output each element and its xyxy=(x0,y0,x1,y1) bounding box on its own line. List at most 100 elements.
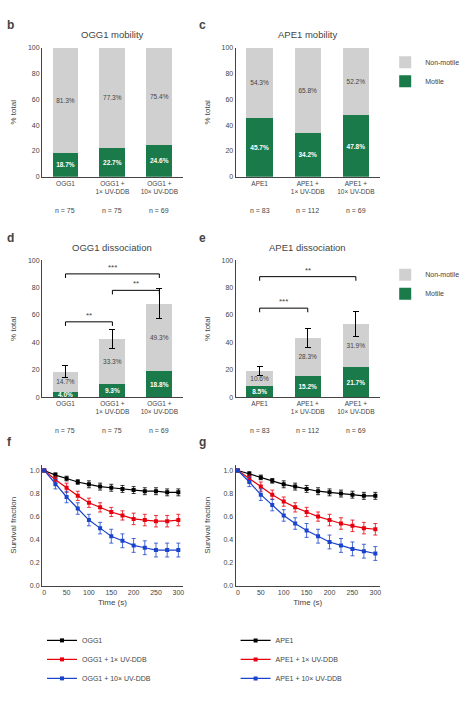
svg-text:47.8%: 47.8% xyxy=(347,143,366,150)
svg-text:75.4%: 75.4% xyxy=(150,93,169,100)
svg-text:40: 40 xyxy=(32,339,40,346)
svg-text:80: 80 xyxy=(32,70,40,77)
svg-text:0.6: 0.6 xyxy=(30,513,40,520)
svg-text:0.2: 0.2 xyxy=(223,559,233,566)
svg-text:200: 200 xyxy=(324,589,336,596)
svg-text:e: e xyxy=(199,231,206,245)
svg-text:100: 100 xyxy=(222,257,234,264)
svg-text:APE1 +1× UV-DDB: APE1 +1× UV-DDB xyxy=(291,180,325,195)
svg-text:APE1 dissociation: APE1 dissociation xyxy=(269,242,346,253)
svg-text:APE1 +10× UV-DDB: APE1 +10× UV-DDB xyxy=(337,180,374,195)
svg-text:OGG1 +10× UV-DDB: OGG1 +10× UV-DDB xyxy=(141,400,178,415)
svg-text:APE1: APE1 xyxy=(251,180,268,187)
svg-text:40: 40 xyxy=(32,122,40,129)
svg-text:21.7%: 21.7% xyxy=(347,379,366,386)
svg-text:% total: % total xyxy=(9,100,18,125)
svg-text:0.8: 0.8 xyxy=(30,490,40,497)
svg-text:0: 0 xyxy=(42,589,46,596)
svg-text:100: 100 xyxy=(28,44,40,51)
svg-text:4.0%: 4.0% xyxy=(58,391,73,398)
svg-text:n = 83: n = 83 xyxy=(250,427,270,434)
svg-text:60: 60 xyxy=(225,96,233,103)
svg-text:OGG1: OGG1 xyxy=(82,637,102,644)
svg-text:g: g xyxy=(199,435,206,449)
svg-text:OGG1 dissociation: OGG1 dissociation xyxy=(72,242,152,253)
svg-text:n = 83: n = 83 xyxy=(250,207,270,214)
svg-text:% total: % total xyxy=(203,316,212,341)
svg-text:c: c xyxy=(199,18,206,32)
svg-text:60: 60 xyxy=(32,96,40,103)
svg-text:49.3%: 49.3% xyxy=(150,334,169,341)
svg-text:100: 100 xyxy=(28,257,40,264)
svg-text:31.9%: 31.9% xyxy=(347,342,366,349)
svg-text:n = 112: n = 112 xyxy=(296,207,319,214)
svg-text:60: 60 xyxy=(225,311,233,318)
svg-text:Non-motile: Non-motile xyxy=(425,59,459,66)
svg-text:20: 20 xyxy=(32,147,40,154)
svg-text:Survival fraction: Survival fraction xyxy=(203,497,212,554)
svg-text:n = 75: n = 75 xyxy=(55,207,75,214)
svg-text:OGG1 +1× UV-DDB: OGG1 +1× UV-DDB xyxy=(96,400,130,415)
svg-text:APE1 +1× UV-DDB: APE1 +1× UV-DDB xyxy=(291,400,325,415)
svg-text:***: *** xyxy=(279,297,288,306)
svg-text:34.2%: 34.2% xyxy=(298,151,317,158)
svg-text:0: 0 xyxy=(36,394,40,401)
svg-text:0: 0 xyxy=(36,173,40,180)
svg-text:APE1 mobility: APE1 mobility xyxy=(278,29,337,40)
svg-text:0: 0 xyxy=(229,173,233,180)
svg-text:150: 150 xyxy=(301,589,313,596)
svg-text:1.0: 1.0 xyxy=(223,467,233,474)
svg-text:APE1: APE1 xyxy=(276,637,294,644)
svg-text:300: 300 xyxy=(172,589,184,596)
svg-text:50: 50 xyxy=(63,589,71,596)
svg-text:Survival fraction: Survival fraction xyxy=(9,497,18,554)
svg-text:OGG1 +10× UV-DDB: OGG1 +10× UV-DDB xyxy=(141,180,178,195)
svg-text:Time (s): Time (s) xyxy=(293,598,322,607)
svg-text:1.0: 1.0 xyxy=(30,467,40,474)
svg-text:d: d xyxy=(7,231,14,245)
svg-text:14.7%: 14.7% xyxy=(56,378,75,385)
svg-text:f: f xyxy=(7,435,12,449)
svg-text:OGG1: OGG1 xyxy=(56,180,75,187)
svg-text:28.3%: 28.3% xyxy=(298,353,317,360)
svg-text:0.0: 0.0 xyxy=(223,582,233,589)
svg-text:APE1: APE1 xyxy=(251,400,268,407)
svg-text:0: 0 xyxy=(229,394,233,401)
svg-text:% total: % total xyxy=(203,100,212,125)
svg-text:300: 300 xyxy=(369,589,381,596)
svg-text:OGG1: OGG1 xyxy=(56,400,75,407)
svg-text:APE1 +10× UV-DDB: APE1 +10× UV-DDB xyxy=(337,400,374,415)
svg-text:20: 20 xyxy=(225,366,233,373)
svg-text:n = 69: n = 69 xyxy=(346,427,366,434)
svg-text:Motile: Motile xyxy=(425,290,444,297)
svg-text:0.8: 0.8 xyxy=(223,490,233,497)
svg-text:0.0: 0.0 xyxy=(30,582,40,589)
svg-text:n = 69: n = 69 xyxy=(346,207,366,214)
svg-text:0.4: 0.4 xyxy=(223,536,233,543)
svg-text:n = 75: n = 75 xyxy=(102,207,122,214)
svg-text:APE1 + 1× UV-DDB: APE1 + 1× UV-DDB xyxy=(276,656,339,663)
svg-text:n = 69: n = 69 xyxy=(149,207,169,214)
svg-text:20: 20 xyxy=(225,147,233,154)
svg-text:Motile: Motile xyxy=(425,78,444,85)
svg-text:100: 100 xyxy=(83,589,95,596)
svg-text:0.2: 0.2 xyxy=(30,559,40,566)
svg-text:OGG1 mobility: OGG1 mobility xyxy=(81,29,144,40)
svg-text:**: ** xyxy=(133,279,139,288)
svg-text:50: 50 xyxy=(257,589,265,596)
svg-text:40: 40 xyxy=(225,339,233,346)
svg-text:33.3%: 33.3% xyxy=(103,358,122,365)
svg-text:OGG1 +1× UV-DDB: OGG1 +1× UV-DDB xyxy=(96,180,130,195)
svg-text:20: 20 xyxy=(32,366,40,373)
svg-text:***: *** xyxy=(108,263,117,272)
svg-text:52.2%: 52.2% xyxy=(347,78,366,85)
svg-text:22.7%: 22.7% xyxy=(103,159,122,166)
svg-text:80: 80 xyxy=(225,284,233,291)
svg-text:81.3%: 81.3% xyxy=(56,97,75,104)
svg-text:Time (s): Time (s) xyxy=(98,598,127,607)
svg-text:b: b xyxy=(7,18,14,32)
svg-text:65.8%: 65.8% xyxy=(298,87,317,94)
svg-text:24.6%: 24.6% xyxy=(150,157,169,164)
svg-text:OGG1 + 1× UV-DDB: OGG1 + 1× UV-DDB xyxy=(82,656,147,663)
svg-text:10.6%: 10.6% xyxy=(250,375,269,382)
